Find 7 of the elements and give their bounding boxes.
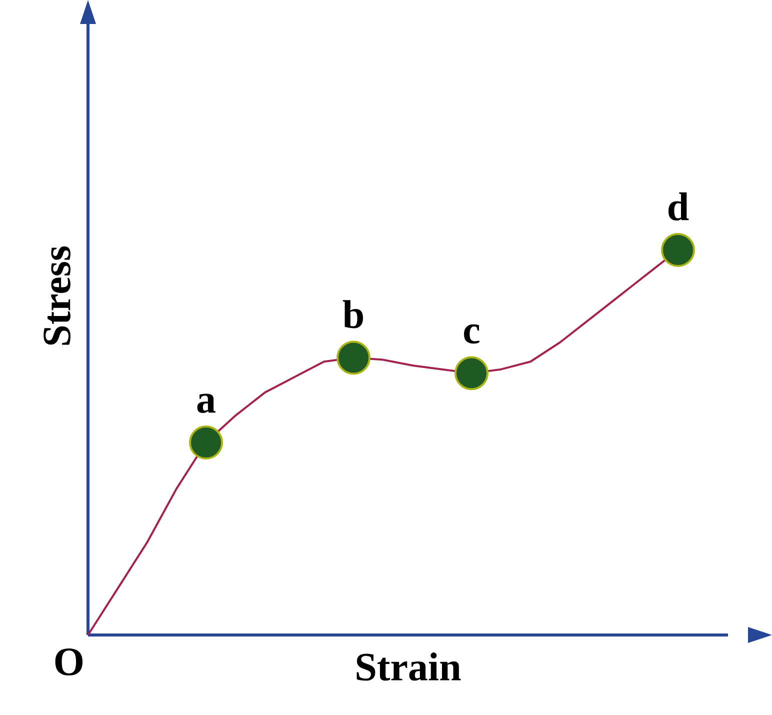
annotation: b [342, 300, 364, 328]
annotation: d [668, 192, 689, 220]
annotation: a [197, 394, 216, 413]
y-axis-title: Stress [44, 246, 70, 345]
text: O [55, 648, 83, 676]
x-axis-title: Strain [356, 652, 461, 681]
annotation: c [464, 324, 480, 344]
